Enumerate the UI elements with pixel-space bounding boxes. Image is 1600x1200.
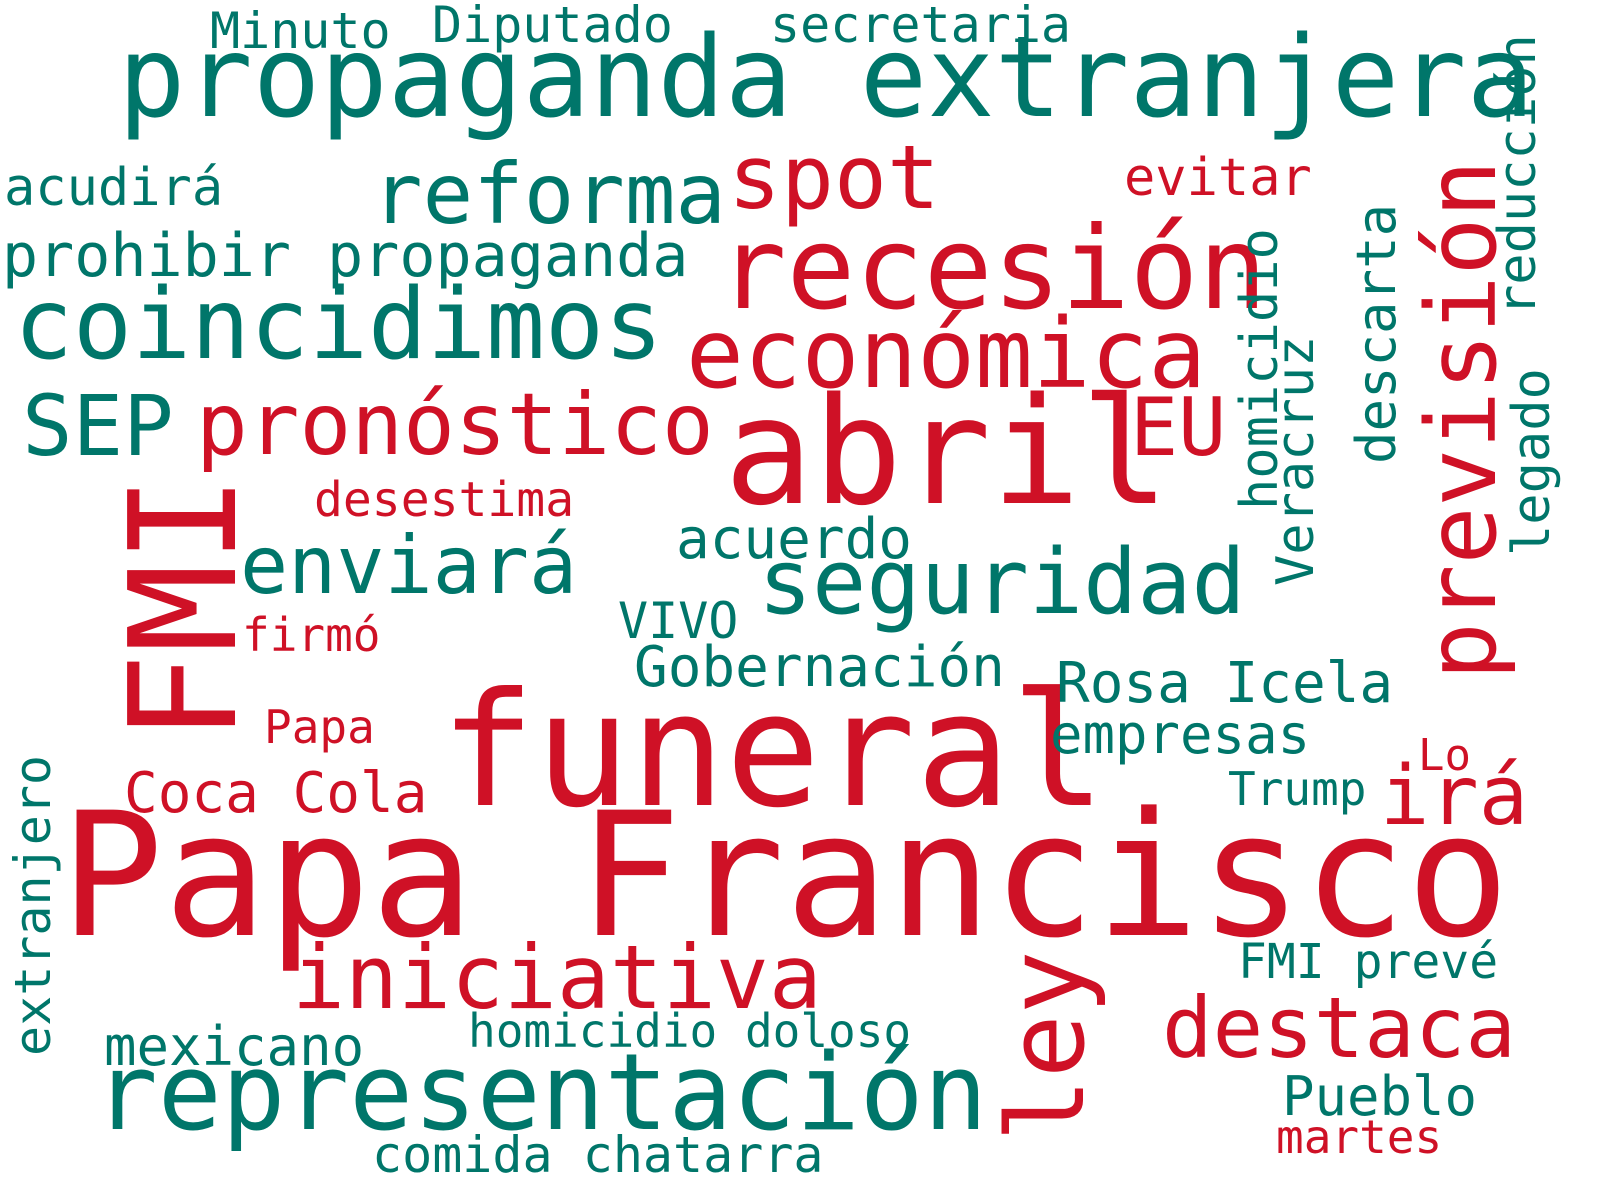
- word-economica: económica: [686, 298, 1207, 410]
- word-pueblo: Pueblo: [1282, 1065, 1478, 1128]
- word-ira: irá: [1380, 749, 1529, 844]
- word-enviara: enviará: [240, 519, 578, 612]
- word-rosa-icela: Rosa Icela: [1056, 651, 1394, 716]
- word-diputado: Diputado: [432, 0, 673, 54]
- word-representacion: representación: [94, 1031, 988, 1154]
- word-legado: legado: [1502, 368, 1562, 556]
- word-extranjero: extranjero: [4, 754, 62, 1056]
- word-veracruz: Veracruz: [1266, 335, 1326, 586]
- word-acudira: acudirá: [4, 158, 224, 218]
- word-recesion: recesión: [718, 202, 1268, 335]
- word-mexicano: mexicano: [104, 1015, 365, 1078]
- word-prohibir-propaganda: prohibir propaganda: [2, 221, 689, 291]
- word-martes: martes: [1276, 1110, 1443, 1164]
- word-pronostico: pronóstico: [196, 375, 714, 475]
- word-gobernacion: Gobernación: [634, 635, 1005, 700]
- word-eu: EU: [1130, 381, 1227, 474]
- word-minuto: Minuto: [210, 2, 391, 60]
- word-destaca: destaca: [1162, 979, 1517, 1077]
- word-funeral: funeral: [440, 659, 1106, 843]
- word-firmo: firmó: [242, 608, 381, 662]
- word-reduccion: reducción: [1488, 34, 1548, 316]
- word-fmi: FMI: [98, 474, 270, 742]
- word-papa-francisco: Papa Francisco: [60, 775, 1510, 976]
- word-desestima: desestima: [314, 472, 575, 528]
- word-fmi-preve: FMI prevé: [1238, 934, 1499, 990]
- word-seguridad: seguridad: [758, 530, 1246, 635]
- word-ley: ley: [985, 950, 1108, 1142]
- word-lo: Lo: [1418, 730, 1471, 781]
- word-acuerdo: acuerdo: [676, 507, 913, 572]
- word-vivo: VIVO: [618, 592, 739, 650]
- word-coca-cola: Coca Cola: [124, 761, 428, 826]
- word-descarta: descarta: [1345, 203, 1408, 464]
- word-sep: SEP: [22, 377, 174, 475]
- word-reforma: reforma: [372, 145, 727, 243]
- word-iniciativa: iniciativa: [292, 926, 822, 1029]
- word-papa: Papa: [264, 700, 375, 754]
- word-homicidio-doloso: homicidio doloso: [468, 1004, 912, 1058]
- word-trump: Trump: [1228, 762, 1367, 816]
- word-comida-chatarra: comida chatarra: [372, 1126, 824, 1184]
- word-propaganda-extranjera: propaganda extranjera: [118, 13, 1535, 143]
- word-spot: spot: [728, 126, 940, 229]
- word-secretaria: secretaria: [770, 0, 1072, 54]
- word-evitar: evitar: [1124, 148, 1312, 208]
- word-abril: abril: [724, 366, 1170, 538]
- word-coincidimos: coincidimos: [14, 268, 664, 382]
- word-empresas: empresas: [1050, 703, 1311, 766]
